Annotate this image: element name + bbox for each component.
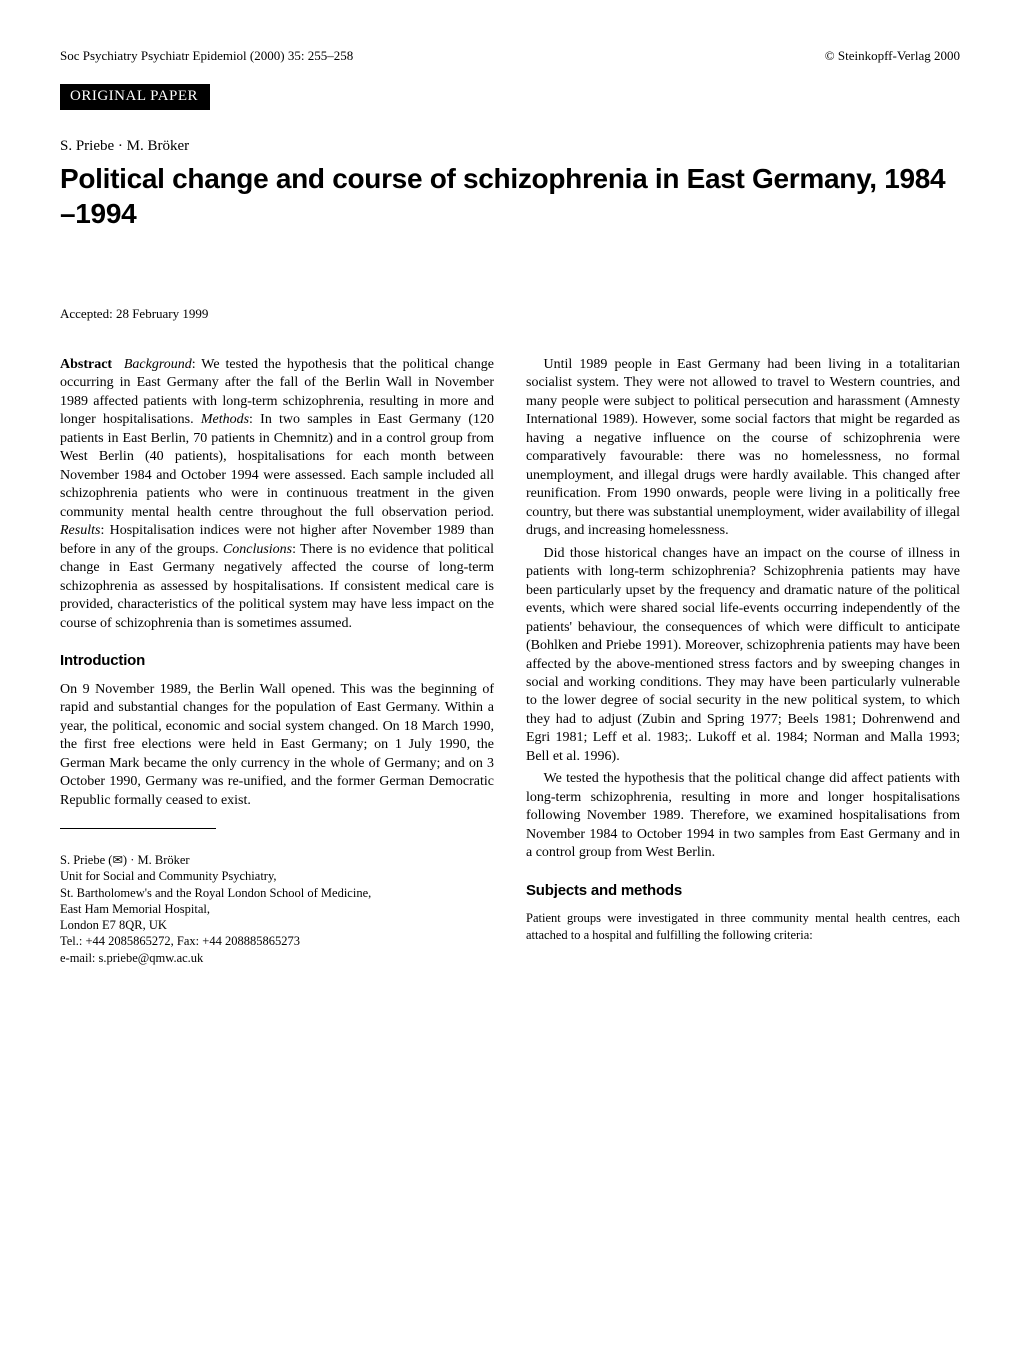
affiliation-line-7: e-mail: s.priebe@qmw.ac.uk [60, 950, 494, 966]
accepted-date: Accepted: 28 February 1999 [60, 306, 960, 322]
subjects-paragraph-1: Patient groups were investigated in thre… [526, 910, 960, 943]
abstract-conclusions-label: Conclusions [223, 542, 292, 557]
abstract-paragraph: Abstract Background: We tested the hypot… [60, 356, 494, 633]
introduction-heading: Introduction [60, 651, 494, 671]
affiliation-line-5: London E7 8QR, UK [60, 917, 494, 933]
subjects-heading: Subjects and methods [526, 881, 960, 901]
intro-paragraph-2: Until 1989 people in East Germany had be… [526, 356, 960, 541]
journal-reference: Soc Psychiatry Psychiatr Epidemiol (2000… [60, 48, 353, 64]
envelope-icon: ✉ [112, 853, 122, 867]
affiliation-line-4: East Ham Memorial Hospital, [60, 901, 494, 917]
article-title: Political change and course of schizophr… [60, 161, 960, 231]
section-badge: ORIGINAL PAPER [60, 84, 210, 110]
header-row: Soc Psychiatry Psychiatr Epidemiol (2000… [60, 48, 960, 64]
abstract-methods-label: Methods [201, 412, 249, 427]
intro-paragraph-1: On 9 November 1989, the Berlin Wall open… [60, 681, 494, 810]
authors-line: S. Priebe · M. Bröker [60, 138, 960, 155]
affiliation-rule [60, 828, 216, 829]
abstract-background-label: Background [124, 357, 192, 372]
abstract-methods-text: : In two samples in East Germany (120 pa… [60, 412, 494, 519]
body-columns: Abstract Background: We tested the hypot… [60, 356, 960, 966]
intro-paragraph-3: Did those historical changes have an imp… [526, 545, 960, 767]
affiliation-line-1: S. Priebe (✉) · M. Bröker [60, 852, 494, 868]
affiliation-line-6: Tel.: +44 2085865272, Fax: +44 208885865… [60, 933, 494, 949]
copyright-line: © Steinkopff-Verlag 2000 [825, 48, 960, 64]
affiliation-line-3: St. Bartholomew's and the Royal London S… [60, 885, 494, 901]
abstract-label: Abstract [60, 357, 112, 372]
affiliation-line-2: Unit for Social and Community Psychiatry… [60, 868, 494, 884]
abstract-results-label: Results [60, 523, 100, 538]
affiliation-block: S. Priebe (✉) · M. Bröker Unit for Socia… [60, 828, 494, 966]
intro-paragraph-4: We tested the hypothesis that the politi… [526, 770, 960, 862]
